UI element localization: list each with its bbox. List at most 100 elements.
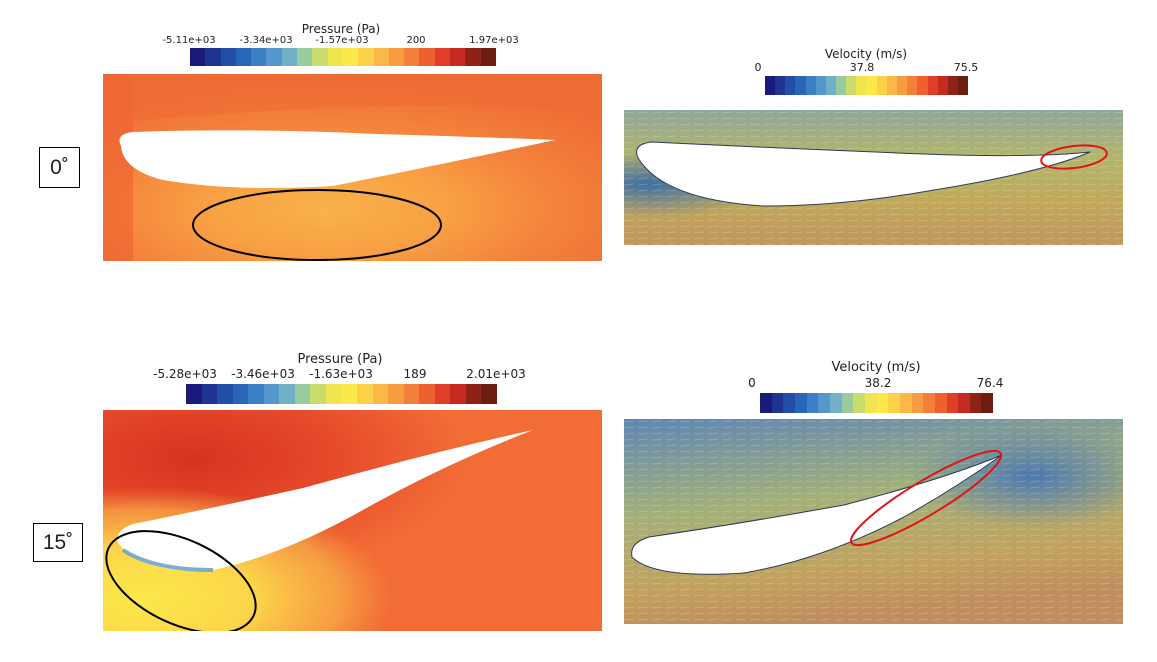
- velocity-field-15deg: [624, 419, 1123, 624]
- colorbar-segment: [947, 76, 958, 95]
- colorbar-segment: [899, 393, 912, 413]
- colorbar-segment: [297, 48, 313, 66]
- colorbar-segment: [465, 48, 481, 66]
- colorbar-segment: [969, 393, 982, 413]
- colorbar-segment: [465, 384, 482, 404]
- colorbar-segment: [783, 393, 795, 413]
- colorbar-segment: [388, 48, 405, 66]
- colorbar-segment: [327, 48, 343, 66]
- colorbar-segment: [795, 76, 806, 95]
- colorbar-segment: [388, 384, 404, 404]
- colorbar-segment: [765, 76, 776, 95]
- colorbar-segment: [434, 48, 451, 66]
- colorbar-segment: [248, 384, 264, 404]
- angle-label-15deg: 15˚: [33, 523, 83, 562]
- colorbar-segment: [806, 393, 819, 413]
- pressure-tick-0deg: 200: [406, 35, 426, 46]
- colorbar-segment: [220, 48, 236, 66]
- colorbar-segment: [927, 76, 938, 95]
- colorbar-segment: [923, 393, 935, 413]
- colorbar-segment: [829, 393, 842, 413]
- colorbar-segment: [235, 48, 252, 66]
- colorbar-segment: [403, 384, 420, 404]
- colorbar-segment: [864, 393, 877, 413]
- colorbar-segment: [818, 393, 830, 413]
- pressure-contour-15deg: [103, 410, 602, 631]
- velocity-tick-15deg: 38.2: [864, 376, 892, 390]
- colorbar-segment: [481, 384, 497, 404]
- highlight-ellipse: [1040, 144, 1108, 170]
- pressure-tick-15deg: -3.46e+03: [231, 367, 295, 381]
- colorbar-segment: [937, 76, 948, 95]
- colorbar-segment: [266, 48, 282, 66]
- colorbar-segment: [775, 76, 786, 95]
- colorbar-segment: [279, 384, 295, 404]
- pressure-tick-0deg: -3.34e+03: [239, 35, 293, 46]
- pressure-colorbar-15deg: [186, 384, 497, 404]
- velocity-colorbar-title-15deg: Velocity (m/s): [831, 360, 921, 375]
- colorbar-segment: [836, 76, 847, 95]
- pressure-colorbar-0deg: [190, 48, 496, 66]
- pressure-colorbar-title-0deg: Pressure (Pa): [301, 22, 381, 36]
- colorbar-segment: [911, 393, 924, 413]
- colorbar-segment: [201, 384, 218, 404]
- pressure-tick-15deg: -5.28e+03: [153, 367, 217, 381]
- velocity-tick-15deg: 76.4: [976, 376, 1004, 390]
- colorbar-segment: [907, 76, 918, 95]
- colorbar-segment: [190, 48, 206, 66]
- colorbar-segment: [294, 384, 311, 404]
- pressure-contour-0deg: [103, 74, 602, 261]
- colorbar-segment: [815, 76, 826, 95]
- colorbar-segment: [341, 384, 358, 404]
- colorbar-segment: [310, 384, 326, 404]
- colorbar-segment: [372, 384, 389, 404]
- colorbar-segment: [325, 384, 342, 404]
- pressure-tick-0deg: 1.97e+03: [469, 35, 519, 46]
- colorbar-segment: [434, 384, 451, 404]
- colorbar-segment: [771, 393, 784, 413]
- colorbar-segment: [217, 384, 233, 404]
- airfoil: [636, 141, 1091, 207]
- colorbar-segment: [342, 48, 359, 66]
- colorbar-segment: [232, 384, 249, 404]
- colorbar-segment: [946, 393, 959, 413]
- angle-label-0deg: 0˚: [39, 147, 80, 188]
- pressure-tick-0deg: -1.57e+03: [315, 35, 369, 46]
- colorbar-segment: [841, 393, 854, 413]
- colorbar-segment: [886, 76, 898, 95]
- highlight-ellipse: [849, 449, 1003, 547]
- colorbar-segment: [419, 384, 435, 404]
- pressure-tick-0deg: -5.11e+03: [162, 35, 216, 46]
- colorbar-segment: [888, 393, 900, 413]
- velocity-tick-0deg: 37.8: [849, 61, 875, 74]
- pressure-tick-15deg: 189: [403, 367, 427, 381]
- pressure-colorbar-title-15deg: Pressure (Pa): [297, 352, 383, 367]
- colorbar-segment: [866, 76, 877, 95]
- airfoil: [119, 130, 555, 188]
- colorbar-segment: [805, 76, 816, 95]
- colorbar-segment: [917, 76, 928, 95]
- colorbar-segment: [876, 393, 889, 413]
- colorbar-segment: [450, 48, 466, 66]
- colorbar-segment: [263, 384, 280, 404]
- colorbar-segment: [934, 393, 947, 413]
- colorbar-segment: [186, 384, 202, 404]
- velocity-tick-0deg: 75.5: [953, 61, 979, 74]
- colorbar-segment: [419, 48, 435, 66]
- velocity-colorbar-15deg: [760, 393, 994, 413]
- colorbar-segment: [876, 76, 887, 95]
- colorbar-segment: [957, 76, 969, 95]
- colorbar-segment: [373, 48, 389, 66]
- colorbar-segment: [794, 393, 807, 413]
- colorbar-segment: [357, 384, 373, 404]
- airfoil: [117, 430, 534, 571]
- velocity-colorbar-0deg: [765, 76, 969, 95]
- colorbar-segment: [897, 76, 908, 95]
- colorbar-segment: [785, 76, 796, 95]
- colorbar-segment: [760, 393, 772, 413]
- velocity-tick-0deg: 0: [754, 61, 762, 74]
- highlight-ellipse: [105, 530, 257, 631]
- pressure-tick-15deg: -1.63e+03: [309, 367, 373, 381]
- pressure-field-top-band: [103, 74, 602, 124]
- colorbar-segment: [853, 393, 865, 413]
